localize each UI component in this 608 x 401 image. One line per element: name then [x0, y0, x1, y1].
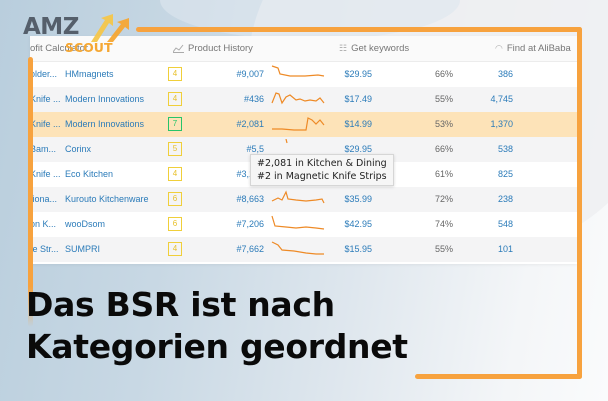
- margin-value: 74%: [435, 219, 454, 229]
- score-badge: 5: [168, 142, 182, 156]
- brand-link[interactable]: Modern Innovations: [65, 94, 145, 104]
- price-value: $14.99: [344, 119, 372, 129]
- brand-link[interactable]: SUMPRI: [65, 244, 101, 254]
- alibaba-icon: ◠: [495, 43, 503, 53]
- brand-link[interactable]: Kurouto Kitchenware: [65, 194, 149, 204]
- table-row[interactable]: Knife ... Modern Innovations 4 #436 $17.…: [30, 87, 577, 112]
- bsr-sparkline[interactable]: [270, 114, 326, 134]
- chart-line-icon: [173, 44, 184, 53]
- table-row[interactable]: fe Str... SUMPRI 4 #7,662 $15.95 55% 101: [30, 237, 577, 262]
- product-history-label: Product History: [188, 43, 253, 54]
- price-value: $17.49: [344, 94, 372, 104]
- brand-link[interactable]: Modern Innovations: [65, 119, 145, 129]
- price-value: $29.95: [344, 69, 372, 79]
- product-name[interactable]: on K...: [30, 219, 57, 229]
- product-name[interactable]: older...: [30, 69, 58, 79]
- bsr-value[interactable]: #5,5: [246, 144, 264, 154]
- price-value: $29.95: [344, 144, 372, 154]
- brand-link[interactable]: Corinx: [65, 144, 92, 154]
- margin-value: 53%: [435, 119, 454, 129]
- brand-link[interactable]: Eco Kitchen: [65, 169, 114, 179]
- bsr-value[interactable]: #7,206: [236, 219, 264, 229]
- score-badge: 4: [168, 242, 182, 256]
- bsr-sparkline[interactable]: [270, 139, 326, 159]
- bsr-value[interactable]: #8,663: [236, 194, 264, 204]
- margin-value: 55%: [435, 244, 454, 254]
- score-badge: 4: [168, 167, 182, 181]
- score-badge: 7: [168, 117, 182, 131]
- find-alibaba-label: Find at AliBaba: [506, 43, 571, 54]
- margin-value: 66%: [435, 144, 454, 154]
- reviews-value: 101: [497, 244, 513, 254]
- reviews-value: 825: [497, 169, 513, 179]
- bsr-sparkline[interactable]: [270, 214, 326, 234]
- profit-calculator-label: ofit Calculator: [30, 43, 89, 54]
- product-table: older... HMmagnets 4 #9,007 $29.95 66% 3…: [30, 62, 577, 262]
- tooltip-line-subcategory: #2 in Magnetic Knife Strips: [257, 171, 387, 182]
- product-name[interactable]: tiona...: [30, 194, 58, 204]
- bsr-sparkline[interactable]: [270, 189, 326, 209]
- margin-value: 61%: [435, 169, 454, 179]
- reviews-value: 238: [497, 194, 513, 204]
- reviews-value: 4,745: [490, 94, 513, 104]
- table-row[interactable]: Bam... Corinx 5 #5,5 $29.95 66% 538: [30, 137, 577, 162]
- table-row-highlighted[interactable]: Knife ... Modern Innovations 7 #2,081 $1…: [30, 112, 577, 137]
- reviews-value: 548: [497, 219, 513, 229]
- reviews-value: 538: [497, 144, 513, 154]
- score-badge: 4: [168, 67, 182, 81]
- brand-link[interactable]: wooDsom: [65, 219, 106, 229]
- bsr-value[interactable]: #9,007: [236, 69, 264, 79]
- find-alibaba-tab[interactable]: ◠ Find at AliBaba: [495, 43, 571, 54]
- score-badge: 4: [168, 92, 182, 106]
- price-value: $15.95: [344, 244, 372, 254]
- margin-value: 55%: [435, 94, 454, 104]
- product-name[interactable]: Knife ...: [30, 119, 61, 129]
- bsr-value[interactable]: #2,081: [236, 119, 264, 129]
- accent-frame-bottom: [415, 374, 582, 379]
- headline: Das BSR ist nach Kategorien geordnet: [26, 284, 408, 368]
- headline-line-1: Das BSR ist nach: [26, 285, 335, 324]
- bsr-value[interactable]: #7,662: [236, 244, 264, 254]
- price-value: $42.95: [344, 219, 372, 229]
- product-name[interactable]: fe Str...: [30, 244, 59, 254]
- product-table-panel: ofit Calculator Product History ☷ Get ke…: [30, 36, 577, 264]
- table-toolbar: ofit Calculator Product History ☷ Get ke…: [30, 36, 577, 62]
- logo-amz-text: AMZ: [23, 14, 79, 40]
- bsr-sparkline[interactable]: [270, 239, 326, 259]
- profit-calculator-tab[interactable]: ofit Calculator: [30, 43, 88, 54]
- brand-link[interactable]: HMmagnets: [65, 69, 114, 79]
- margin-value: 72%: [435, 194, 454, 204]
- product-history-tab[interactable]: Product History: [173, 43, 253, 54]
- score-badge: 6: [168, 192, 182, 206]
- bsr-value[interactable]: #436: [243, 94, 264, 104]
- accent-frame-top: [136, 27, 582, 32]
- product-name[interactable]: Bam...: [30, 144, 57, 154]
- reviews-value: 1,370: [490, 119, 513, 129]
- accent-frame-right: [577, 27, 582, 379]
- bsr-sparkline[interactable]: [270, 64, 326, 84]
- table-row[interactable]: older... HMmagnets 4 #9,007 $29.95 66% 3…: [30, 62, 577, 87]
- table-row[interactable]: on K... wooDsom 6 #7,206 $42.95 74% 548: [30, 212, 577, 237]
- product-name[interactable]: Knife ...: [30, 94, 61, 104]
- margin-value: 66%: [435, 69, 454, 79]
- bsr-sparkline[interactable]: [270, 89, 326, 109]
- score-badge: 6: [168, 217, 182, 231]
- bsr-tooltip: #2,081 in Kitchen & Dining #2 in Magneti…: [250, 154, 394, 186]
- table-row[interactable]: tiona... Kurouto Kitchenware 6 #8,663 $3…: [30, 187, 577, 212]
- list-icon: ☷: [339, 43, 348, 53]
- logo-arrows-icon: [91, 14, 129, 42]
- logo-scout-text: SCOUT: [65, 40, 113, 55]
- tooltip-line-category: #2,081 in Kitchen & Dining: [257, 158, 387, 169]
- get-keywords-label: Get keywords: [351, 43, 410, 54]
- reviews-value: 386: [497, 69, 513, 79]
- price-value: $35.99: [344, 194, 372, 204]
- headline-line-2: Kategorien geordnet: [26, 327, 408, 366]
- get-keywords-tab[interactable]: ☷ Get keywords: [339, 43, 409, 54]
- accent-frame-left: [28, 57, 33, 327]
- product-name[interactable]: Knife ...: [30, 169, 61, 179]
